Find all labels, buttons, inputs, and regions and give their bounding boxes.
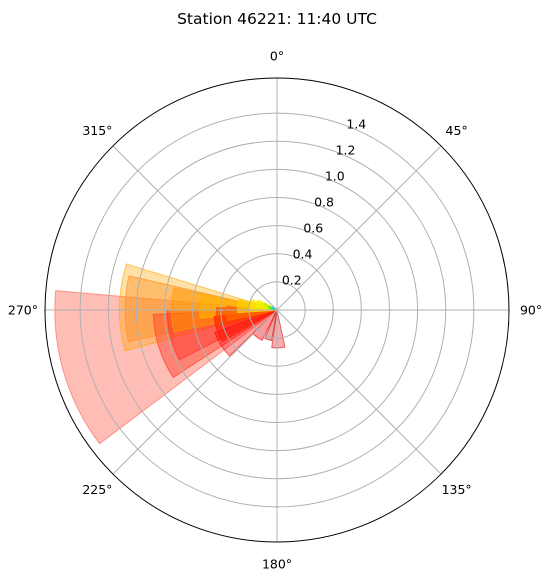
chart-title: Station 46221: 11:40 UTC bbox=[177, 10, 377, 28]
labels-layer: 0° 45° 90° 135° 180° 225° 270° 315° 0.2 0.4 0.6 0.8… bbox=[8, 48, 542, 571]
theta-tick-label: 270° bbox=[8, 303, 38, 318]
r-tick-label: 0.8 bbox=[314, 195, 334, 210]
theta-gridline-135 bbox=[276, 309, 442, 475]
bar-7 bbox=[214, 309, 278, 357]
theta-tick-label: 45° bbox=[446, 123, 468, 138]
theta-tick-label: 180° bbox=[262, 557, 292, 572]
theta-tick-label: 135° bbox=[442, 482, 472, 497]
theta-gridline-225 bbox=[112, 309, 278, 475]
grid-layer bbox=[44, 77, 510, 543]
bar-11 bbox=[264, 309, 278, 342]
theta-tick-label: 90° bbox=[520, 303, 542, 318]
r-tick-label: 1.4 bbox=[346, 117, 366, 132]
theta-tick-label: 0° bbox=[270, 48, 284, 63]
theta-gridline-315 bbox=[112, 145, 278, 311]
r-tick-label: 1.0 bbox=[325, 169, 345, 184]
r-tick-label: 1.2 bbox=[336, 143, 356, 158]
theta-tick-label: 315° bbox=[82, 123, 112, 138]
r-tick-label: 0.6 bbox=[303, 221, 323, 236]
polar-frame bbox=[44, 77, 510, 543]
theta-tick-label: 225° bbox=[82, 482, 112, 497]
theta-gridline-45 bbox=[276, 145, 442, 311]
bar-13 bbox=[252, 309, 278, 341]
r-tick-label: 0.2 bbox=[282, 273, 302, 288]
r-tick-label: 0.4 bbox=[293, 247, 313, 262]
